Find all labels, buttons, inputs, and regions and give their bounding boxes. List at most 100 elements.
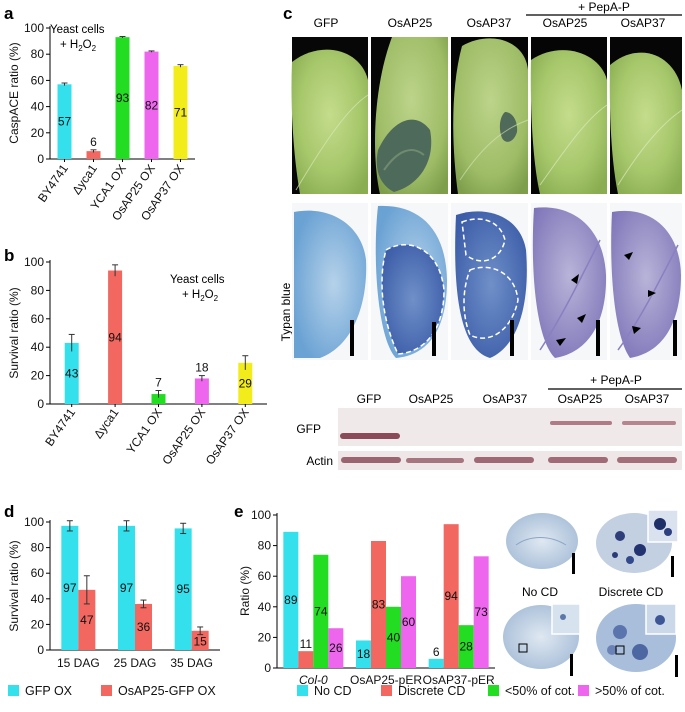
- bar: [194, 378, 209, 404]
- bar: [238, 362, 253, 404]
- x-tick-label: BY4741: [35, 161, 71, 204]
- legend-label: <50% of cot.: [505, 684, 575, 698]
- y-tick-label: 40: [31, 340, 45, 354]
- y-tick-label: 60: [31, 73, 45, 87]
- data-label: 28: [459, 640, 473, 654]
- data-label: 26: [329, 641, 343, 655]
- data-label: 29: [239, 376, 253, 390]
- blot-strip-gfp: [338, 408, 682, 446]
- scale-bar: [570, 654, 573, 676]
- data-label: 97: [120, 581, 134, 595]
- panel-b-note-line1: Yeast cells: [170, 274, 225, 286]
- scale-bar: [673, 320, 677, 356]
- blot-band: [406, 458, 464, 463]
- panel-letter-d: d: [4, 502, 14, 521]
- y-tick-label: 60: [258, 569, 272, 583]
- scale-bar: [675, 655, 678, 677]
- y-tick-label: 20: [258, 630, 272, 644]
- cotyledon-gt50: [596, 603, 678, 677]
- blot-row-label: GFP: [296, 422, 321, 436]
- arrow-icon: [632, 326, 641, 334]
- x-tick-label: 25 DAG: [114, 656, 157, 670]
- x-tick-label: Col-0: [299, 673, 328, 687]
- legend-e: No CD Discrete CD <50% of cot. >50% of cot.: [297, 684, 665, 698]
- bar: [443, 524, 459, 668]
- leaf-photo-osap25-pepa: [530, 37, 608, 194]
- trypan-photo-gfp: [292, 203, 368, 360]
- x-tick-label: 35 DAG: [170, 656, 213, 670]
- scale-bar: [572, 553, 575, 574]
- panel-letter-b: b: [4, 246, 14, 265]
- leaf-photo-osap37-pepa: [609, 37, 683, 195]
- cotyledon-lt50: [503, 603, 581, 676]
- western-blot: GFP OsAP25 OsAP37 OsAP25 OsAP37 + PepA-P…: [296, 373, 682, 470]
- cotyledon-discrete-cd: [596, 509, 679, 577]
- y-tick-label: 60: [31, 312, 45, 326]
- data-label: 94: [108, 330, 122, 344]
- legend-swatch: [488, 685, 499, 696]
- legend-label: >50% of cot.: [595, 684, 665, 698]
- pepa-header: + PepA-P: [578, 0, 630, 14]
- panel-a-note: Yeast cells + H2O2: [50, 24, 105, 53]
- trypan-photo-osap25: [371, 203, 448, 360]
- blot-col-header: GFP: [357, 392, 382, 406]
- blot-pepa-header: + PepA-P: [590, 373, 642, 387]
- data-label: 74: [314, 604, 328, 618]
- y-tick-label: 60: [31, 566, 45, 580]
- scale-bar: [510, 320, 514, 356]
- trypan-photo-row: [292, 203, 682, 360]
- arrow-icon: [556, 338, 566, 346]
- blot-band: [340, 433, 400, 439]
- data-label: 11: [300, 637, 313, 651]
- bar: [61, 525, 79, 650]
- bar: [151, 394, 166, 404]
- leaf-photo-osap25: [371, 37, 448, 194]
- y-tick-label: 20: [31, 126, 45, 140]
- bar: [135, 603, 152, 650]
- chart-b: 0 20 40 60 80 100 Survival ratio (%) 43 BY4741 94…: [7, 255, 267, 467]
- y-tick-label: 100: [24, 255, 44, 269]
- blot-col-header: OsAP25: [409, 392, 454, 406]
- leaf-photo-row: [291, 37, 683, 195]
- y-tick-label: 80: [31, 283, 45, 297]
- blot-col-header: OsAP25: [558, 392, 603, 406]
- blot-band: [622, 421, 676, 425]
- legend-swatch: [8, 685, 19, 696]
- blot-band: [548, 457, 608, 463]
- y-tick-label: 0: [264, 661, 271, 675]
- bar: [191, 630, 209, 650]
- y-tick-label: 40: [31, 592, 45, 606]
- trypan-photo-osap37: [451, 203, 528, 360]
- legend-label: Discrete CD: [398, 684, 465, 698]
- bar: [328, 628, 344, 668]
- blot-band: [550, 421, 612, 425]
- x-tick-label: BY4741: [42, 405, 78, 448]
- panel-a-note-line2: + H2O2: [60, 39, 97, 53]
- data-label: 18: [195, 361, 209, 375]
- leaf-photo-osap37: [451, 37, 529, 194]
- data-label: 82: [145, 98, 159, 112]
- blot-band: [341, 457, 401, 463]
- bar: [144, 51, 159, 159]
- legend-label: GFP OX: [25, 684, 73, 698]
- panel-b-note-line2: + H2O2: [182, 289, 219, 303]
- legend-label: No CD: [314, 684, 352, 698]
- bar: [174, 528, 192, 650]
- data-label: 7: [155, 376, 162, 390]
- arrow-icon: [571, 274, 579, 284]
- y-tick-label: 80: [31, 47, 45, 61]
- legend-d: GFP OX OsAP25-GFP OX: [8, 684, 216, 698]
- legend-label: OsAP25-GFP OX: [118, 684, 216, 698]
- panel-b-note: Yeast cells + H2O2: [170, 274, 225, 303]
- blot-col-header: OsAP37: [625, 392, 670, 406]
- y-axis-label: Survival ratio (%): [7, 287, 21, 378]
- bar: [458, 625, 474, 668]
- scale-bar: [432, 322, 436, 356]
- y-axis-label: Ratio (%): [238, 566, 252, 616]
- data-label: 71: [174, 105, 188, 119]
- bar: [401, 576, 416, 668]
- y-tick-label: 100: [251, 508, 271, 522]
- y-tick-label: 0: [37, 152, 44, 166]
